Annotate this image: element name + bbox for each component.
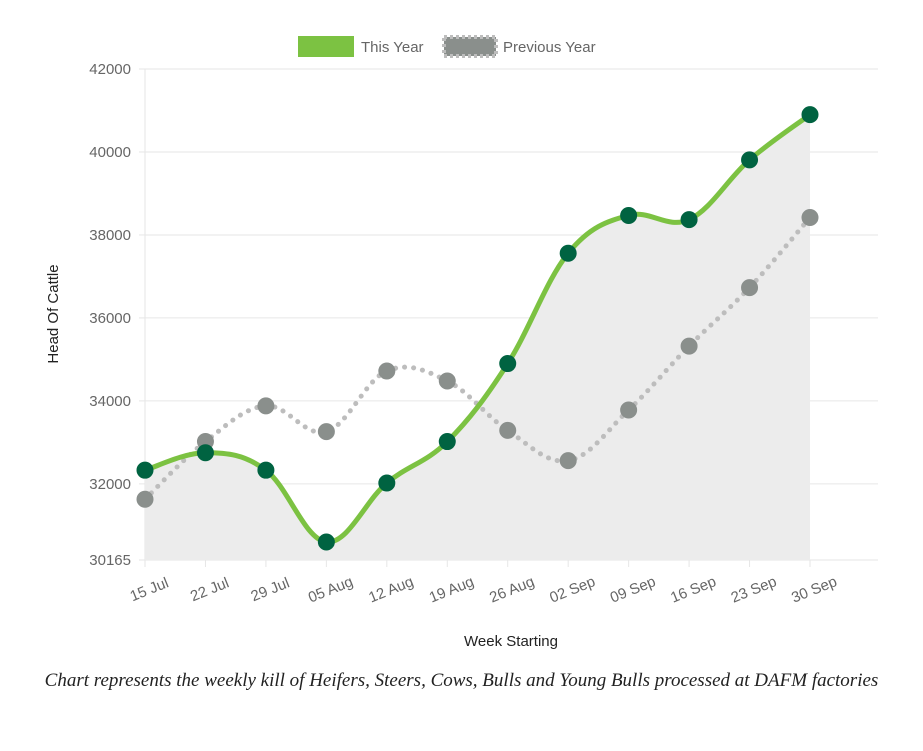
data-point-this-year[interactable] [257,461,275,479]
x-tick-label: 09 Sep [608,573,658,607]
data-point-this-year[interactable] [741,151,759,169]
legend[interactable]: This Year Previous Year [298,35,596,58]
x-tick-label: 12 Aug [366,573,416,606]
legend-label-this-year[interactable]: This Year [361,39,424,56]
series-line-previous-year [142,215,813,502]
data-point-this-year[interactable] [136,461,154,479]
x-tick-label: 30 Sep [789,573,839,607]
y-tick-label: 40000 [89,144,131,161]
line-chart: 30165 32000 34000 36000 38000 40000 42000 15 J… [45,35,878,650]
x-tick-label: 22 Jul [188,574,231,605]
area-this-year [145,114,810,560]
chart-caption: Chart represents the weekly kill of Heif… [44,670,879,691]
x-tick-label: 29 Jul [248,574,291,605]
area-fill [145,114,810,560]
legend-label-previous-year[interactable]: Previous Year [503,39,596,56]
data-point-previous-year[interactable] [136,490,154,508]
x-tick-label: 23 Sep [729,573,779,607]
legend-swatch-this-year[interactable] [298,36,354,57]
data-point-this-year[interactable] [317,533,335,551]
data-point-this-year[interactable] [680,211,698,229]
data-point-previous-year[interactable] [620,401,638,419]
data-point-this-year[interactable] [378,474,396,492]
data-point-previous-year[interactable] [499,421,517,439]
data-point-previous-year[interactable] [741,279,759,297]
data-point-previous-year[interactable] [801,209,819,227]
data-points [136,106,819,551]
data-point-previous-year[interactable] [680,337,698,355]
data-point-previous-year[interactable] [438,372,456,390]
x-tick-label: 16 Sep [668,573,718,607]
y-tick-label: 38000 [89,227,131,244]
y-axis-title: Head Of Cattle [45,264,62,363]
x-tick-label: 26 Aug [487,573,537,606]
data-point-this-year[interactable] [620,206,638,224]
data-point-this-year[interactable] [499,355,517,373]
x-axis-title: Week Starting [464,633,558,650]
y-tick-label: 34000 [89,393,131,410]
data-point-this-year[interactable] [801,106,819,124]
data-point-previous-year[interactable] [317,423,335,441]
y-tick-label: 36000 [89,310,131,327]
x-tick-label: 02 Sep [547,573,597,607]
y-tick-label: 30165 [89,552,131,569]
data-point-this-year[interactable] [559,244,577,262]
data-point-this-year[interactable] [438,433,456,451]
x-tick-label: 15 Jul [128,574,171,605]
data-point-previous-year[interactable] [559,452,577,470]
x-axis-ticks: 15 Jul 22 Jul 29 Jul 05 Aug 12 Aug 19 Aug 26 A… [128,573,840,607]
y-axis-ticks: 30165 32000 34000 36000 38000 40000 42000 [89,61,131,569]
x-tick-label: 05 Aug [306,573,356,606]
x-tick-label: 19 Aug [427,573,477,606]
y-tick-label: 42000 [89,61,131,78]
legend-swatch-previous-year[interactable] [442,35,498,58]
data-point-previous-year[interactable] [257,397,275,415]
data-point-previous-year[interactable] [378,362,396,380]
y-tick-label: 32000 [89,476,131,493]
data-point-this-year[interactable] [196,444,214,462]
